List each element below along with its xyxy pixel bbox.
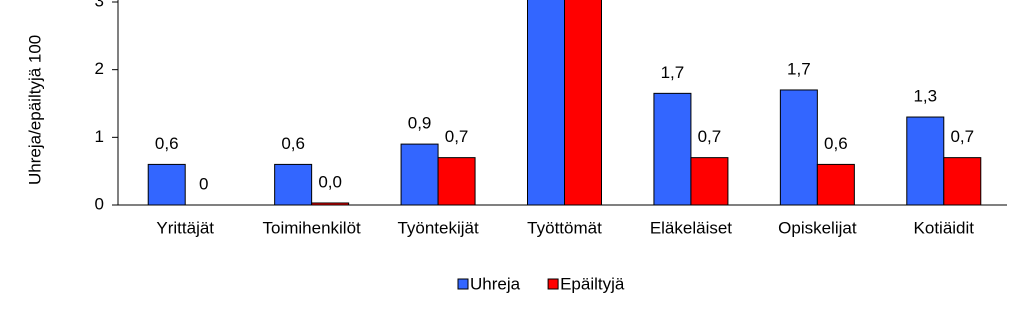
x-tick-label: Eläkeläiset (650, 218, 732, 237)
x-tick-label: Työttömät (527, 218, 602, 237)
data-label: 0,7 (698, 127, 722, 146)
bar (906, 116, 945, 206)
data-label: 0,7 (445, 127, 469, 146)
data-label: 1,7 (661, 63, 685, 82)
data-label: 0,6 (281, 134, 305, 153)
legend-label: Uhreja (470, 274, 521, 293)
bar (779, 89, 818, 206)
bar (437, 157, 476, 206)
y-tick-label: 1 (95, 127, 104, 146)
data-label: 0,6 (155, 134, 179, 153)
data-label: 0 (199, 174, 208, 193)
y-tick-label: 0 (95, 194, 104, 213)
bar (311, 202, 350, 206)
y-axis-label: Uhreja/epäiltyjä 100 (25, 35, 44, 185)
x-tick-label: Yrittäjät (156, 218, 214, 237)
bar (527, 0, 565, 206)
data-label: 1,7 (787, 59, 811, 78)
legend-label: Epäiltyjä (560, 274, 625, 293)
y-tick-label: 2 (95, 59, 104, 78)
bar (274, 163, 313, 206)
data-label: 1,3 (913, 87, 937, 106)
bar (400, 143, 439, 206)
x-tick-label: Työntekijät (397, 218, 479, 237)
data-label: 0,9 (408, 114, 432, 133)
x-tick-label: Opiskelijat (778, 218, 857, 237)
bar (653, 92, 692, 206)
bar (564, 0, 602, 206)
x-tick-label: Toimihenkilöt (263, 218, 362, 237)
data-label: 0,6 (824, 134, 848, 153)
bar (690, 157, 729, 206)
x-tick-label: Kotiäidit (914, 218, 975, 237)
legend-swatch (457, 278, 469, 290)
bar (816, 163, 855, 206)
bar (147, 163, 186, 206)
y-tick-label: 3 (95, 0, 104, 10)
bar (943, 157, 982, 206)
data-label: 0,7 (950, 127, 974, 146)
legend-swatch (547, 278, 559, 290)
data-label: 0,0 (318, 172, 342, 191)
